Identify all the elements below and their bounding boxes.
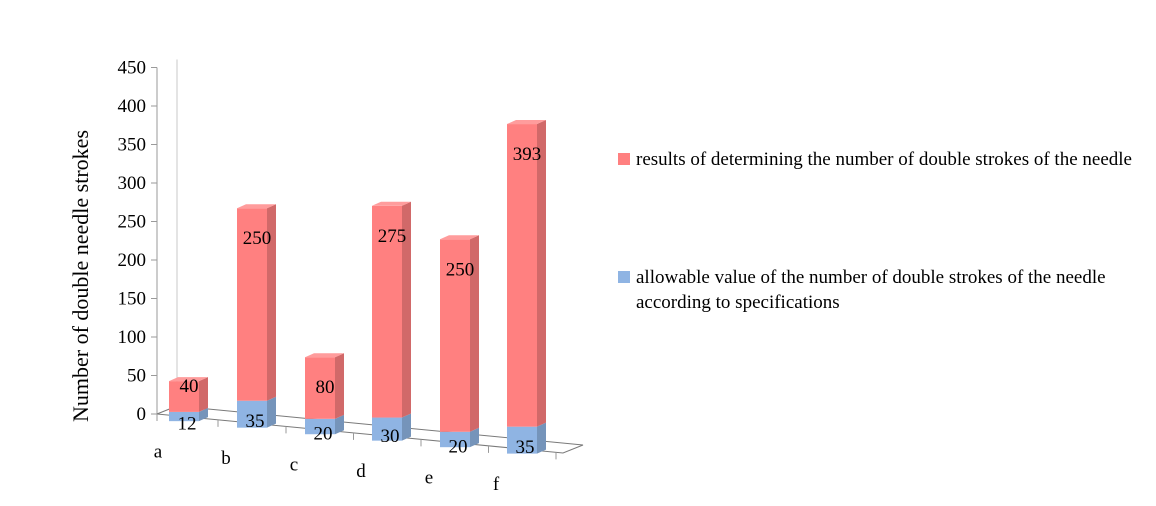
x-axis-ticks: a b c d e f [154, 414, 557, 495]
bars [169, 120, 546, 454]
legend-swatch-results [618, 153, 630, 165]
data-label-allowable-c: 20 [314, 424, 333, 445]
data-label-allowable-e: 20 [449, 436, 468, 457]
bar-top-f [507, 120, 546, 125]
bar-allowable-f-front [507, 426, 537, 454]
y-tick-label: 50 [127, 366, 146, 387]
back-wall-edge [156, 59, 178, 415]
legend-label-results: results of determining the number of dou… [636, 149, 1132, 170]
bar-allowable-c-front [305, 418, 335, 435]
legend: results of determining the number of dou… [618, 147, 1148, 315]
bar-top-b [237, 204, 276, 209]
x-tick-label: a [154, 442, 163, 463]
bar-top-a [169, 377, 208, 382]
data-label-results-a: 40 [180, 376, 199, 397]
bar-allowable-d-front [372, 417, 402, 441]
bar-top-d [372, 201, 411, 206]
bar-allowable-b-front [237, 400, 267, 428]
x-tick-label: d [356, 461, 366, 482]
bar-results-e-front [440, 239, 470, 432]
y-tick-label: 400 [118, 96, 147, 117]
bar-results-c-side [335, 353, 344, 419]
legend-label-allowable: allowable value of the number of double … [636, 267, 1106, 313]
bar-allowable-c-side [335, 414, 344, 435]
x-tick-label: b [221, 448, 231, 469]
data-label-allowable-d: 30 [381, 426, 400, 447]
bar-results-e-side [470, 235, 479, 432]
data-labels: 12 40 35 250 20 80 30 275 20 250 35 393 [178, 144, 542, 458]
data-label-results-d: 275 [378, 226, 407, 247]
legend-item-results: results of determining the number of dou… [618, 147, 1148, 172]
bar-allowable-f-side [537, 422, 546, 454]
data-label-results-f: 393 [513, 144, 542, 165]
data-label-allowable-f: 35 [516, 437, 535, 458]
bar-allowable-a-side [199, 407, 208, 422]
y-tick-label: 250 [118, 212, 147, 233]
data-label-results-e: 250 [446, 259, 475, 280]
data-label-allowable-a: 12 [178, 414, 197, 435]
y-tick-label: 450 [118, 58, 147, 79]
bar-top-e [440, 235, 479, 240]
y-tick-label: 150 [118, 289, 147, 310]
legend-swatch-allowable [618, 271, 630, 283]
x-tick-label: e [425, 468, 433, 489]
bar-results-a-side [199, 377, 208, 412]
bar-top-c [305, 353, 344, 358]
legend-item-allowable: allowable value of the number of double … [618, 265, 1148, 315]
x-tick-label: f [493, 474, 500, 495]
data-label-allowable-b: 35 [246, 411, 265, 432]
bar-results-d-front [372, 205, 402, 418]
bar-results-d-side [402, 201, 411, 418]
bar-allowable-e-front [440, 431, 470, 448]
y-tick-label: 100 [118, 327, 147, 348]
bar-results-f-side [537, 120, 546, 427]
bar-results-c-front [305, 357, 335, 419]
bar-results-b-front [237, 208, 267, 401]
y-tick-label: 350 [118, 135, 147, 156]
data-label-results-b: 250 [243, 228, 272, 249]
y-tick-label: 300 [118, 173, 147, 194]
data-label-results-c: 80 [316, 377, 335, 398]
bar-allowable-d-side [402, 413, 411, 441]
y-axis-label: Number of double needle strokes [68, 130, 93, 422]
bar-results-b-side [267, 204, 276, 401]
bar-results-a-front [169, 381, 199, 412]
y-tick-label: 200 [118, 250, 147, 271]
bar-allowable-e-side [470, 427, 479, 448]
bar-results-f-front [507, 124, 537, 427]
y-tick-label: 0 [137, 404, 147, 425]
y-axis-ticks: 0 50 100 150 200 250 300 350 400 450 [118, 58, 157, 425]
bar-allowable-a-front [169, 411, 199, 422]
bar-allowable-b-side [267, 396, 276, 428]
x-tick-label: c [290, 455, 298, 476]
